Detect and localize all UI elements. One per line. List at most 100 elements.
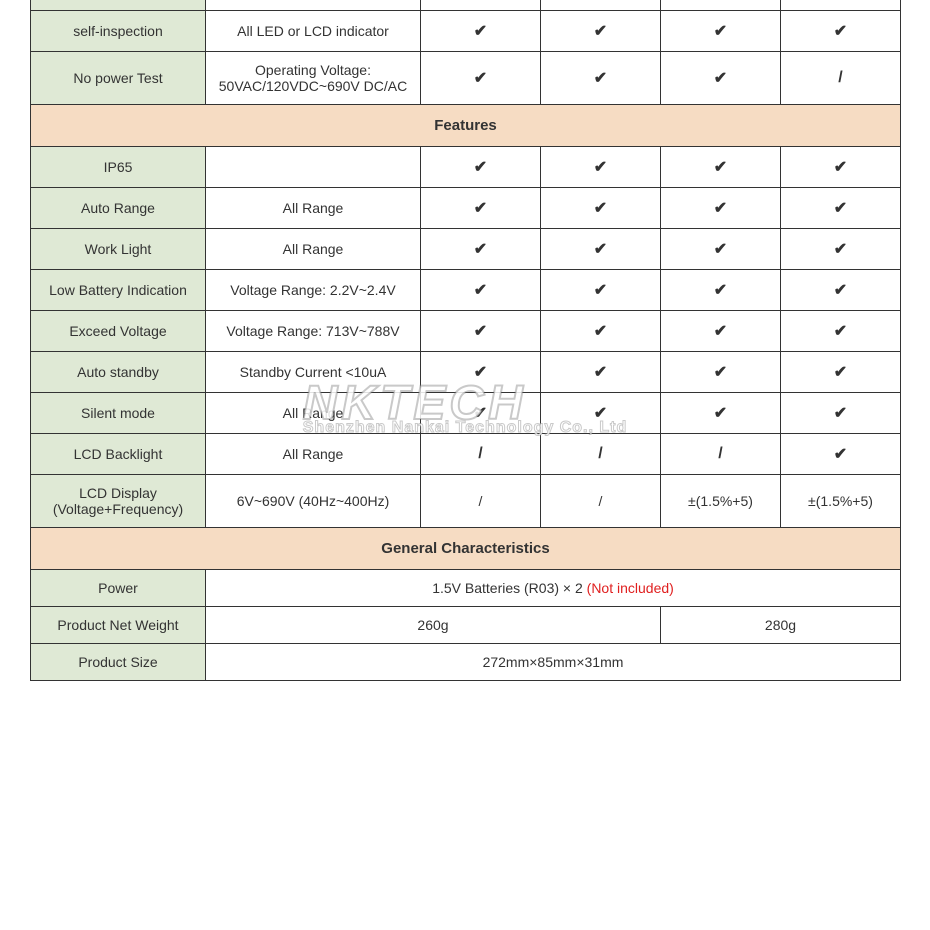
row-desc: Voltage Range: 2.2V~2.4V: [206, 269, 421, 310]
row-label: Product Net Weight: [31, 606, 206, 643]
row-label: Auto Range: [31, 187, 206, 228]
row-value: ✔: [661, 187, 781, 228]
row-desc: All Range: [206, 433, 421, 474]
power-value: 1.5V Batteries (R03) × 2 (Not included): [206, 569, 901, 606]
table-row: Silent mode All Range ✔ ✔ ✔ ✔: [31, 392, 901, 433]
section-header-row: General Characteristics: [31, 527, 901, 569]
table-row: LCD Backlight All Range / / / ✔: [31, 433, 901, 474]
row-label: Work Light: [31, 228, 206, 269]
row-label: Silent mode: [31, 392, 206, 433]
row-desc: All Range: [206, 392, 421, 433]
row-value: /: [661, 433, 781, 474]
row-desc: [206, 146, 421, 187]
row-value: /: [541, 433, 661, 474]
row-value: ✔: [421, 351, 541, 392]
weight-value-1: 260g: [206, 606, 661, 643]
row-label: LCD Backlight: [31, 433, 206, 474]
row-value: /: [781, 51, 901, 104]
row-value: ✔: [541, 187, 661, 228]
section-header: Features: [31, 104, 901, 146]
table-row: Auto standby Standby Current <10uA ✔ ✔ ✔…: [31, 351, 901, 392]
row-value: ✔: [781, 351, 901, 392]
row-label: No power Test: [31, 51, 206, 104]
row-value: ✔: [781, 146, 901, 187]
power-note: (Not included): [587, 580, 674, 596]
table-row: IP65 ✔ ✔ ✔ ✔: [31, 146, 901, 187]
row-value: ✔: [781, 310, 901, 351]
row-value: ✔: [661, 228, 781, 269]
row-label: Power: [31, 569, 206, 606]
row-desc: Operating Voltage: 50VAC/120VDC~690V DC/…: [206, 51, 421, 104]
row-value: ✔: [781, 433, 901, 474]
row-value: ✔: [661, 269, 781, 310]
row-value: ✔: [781, 392, 901, 433]
table-row: Auto Range All Range ✔ ✔ ✔ ✔: [31, 187, 901, 228]
row-value: ±(1.5%+5): [661, 474, 781, 527]
row-value: ✔: [661, 146, 781, 187]
table-row: Low Battery Indication Voltage Range: 2.…: [31, 269, 901, 310]
table-row: No power Test Operating Voltage: 50VAC/1…: [31, 51, 901, 104]
weight-value-2: 280g: [661, 606, 901, 643]
row-value: ✔: [661, 392, 781, 433]
row-label: LCD Display (Voltage+Frequency): [31, 474, 206, 527]
row-desc: Voltage Range: 713V~788V: [206, 310, 421, 351]
row-desc: All LED or LCD indicator: [206, 10, 421, 51]
row-value: /: [421, 474, 541, 527]
partial-cell: [541, 0, 661, 10]
row-value: ✔: [421, 146, 541, 187]
row-desc: Standby Current <10uA: [206, 351, 421, 392]
table-row: Product Net Weight 260g 280g: [31, 606, 901, 643]
table-row: self-inspection All LED or LCD indicator…: [31, 10, 901, 51]
row-value: ✔: [421, 269, 541, 310]
row-value: ✔: [541, 146, 661, 187]
table-row: LCD Display (Voltage+Frequency) 6V~690V …: [31, 474, 901, 527]
partial-cell: [661, 0, 781, 10]
row-value: ✔: [661, 310, 781, 351]
row-value: ✔: [661, 351, 781, 392]
row-label: self-inspection: [31, 10, 206, 51]
row-value: ✔: [541, 351, 661, 392]
table-row: Work Light All Range ✔ ✔ ✔ ✔: [31, 228, 901, 269]
row-value: ✔: [541, 392, 661, 433]
power-text: 1.5V Batteries (R03) × 2: [432, 580, 586, 596]
section-header-row: Features: [31, 104, 901, 146]
row-value: ✔: [661, 10, 781, 51]
row-value: /: [541, 474, 661, 527]
row-label: Auto standby: [31, 351, 206, 392]
spec-table: self-inspection All LED or LCD indicator…: [30, 0, 901, 681]
row-desc: All Range: [206, 187, 421, 228]
section-header: General Characteristics: [31, 527, 901, 569]
row-value: ✔: [781, 187, 901, 228]
partial-cell: [421, 0, 541, 10]
row-label: Exceed Voltage: [31, 310, 206, 351]
row-value: ✔: [421, 10, 541, 51]
row-value: ✔: [541, 310, 661, 351]
row-label: IP65: [31, 146, 206, 187]
row-value: ✔: [781, 269, 901, 310]
row-value: ✔: [421, 310, 541, 351]
partial-cell: [206, 0, 421, 10]
row-value: ✔: [541, 51, 661, 104]
partial-cell: [781, 0, 901, 10]
row-value: ✔: [781, 10, 901, 51]
partial-cell: [31, 0, 206, 10]
row-label: Low Battery Indication: [31, 269, 206, 310]
row-value: ✔: [421, 187, 541, 228]
table-row: Power 1.5V Batteries (R03) × 2 (Not incl…: [31, 569, 901, 606]
row-desc: 6V~690V (40Hz~400Hz): [206, 474, 421, 527]
row-label: Product Size: [31, 643, 206, 680]
row-desc: All Range: [206, 228, 421, 269]
row-value: ✔: [661, 51, 781, 104]
row-value: ±(1.5%+5): [781, 474, 901, 527]
row-value: ✔: [421, 51, 541, 104]
size-value: 272mm×85mm×31mm: [206, 643, 901, 680]
row-value: ✔: [421, 228, 541, 269]
row-value: ✔: [781, 228, 901, 269]
table-row: Product Size 272mm×85mm×31mm: [31, 643, 901, 680]
row-value: /: [421, 433, 541, 474]
row-value: ✔: [541, 10, 661, 51]
row-value: ✔: [421, 392, 541, 433]
row-value: ✔: [541, 228, 661, 269]
table-row: [31, 0, 901, 10]
table-row: Exceed Voltage Voltage Range: 713V~788V …: [31, 310, 901, 351]
